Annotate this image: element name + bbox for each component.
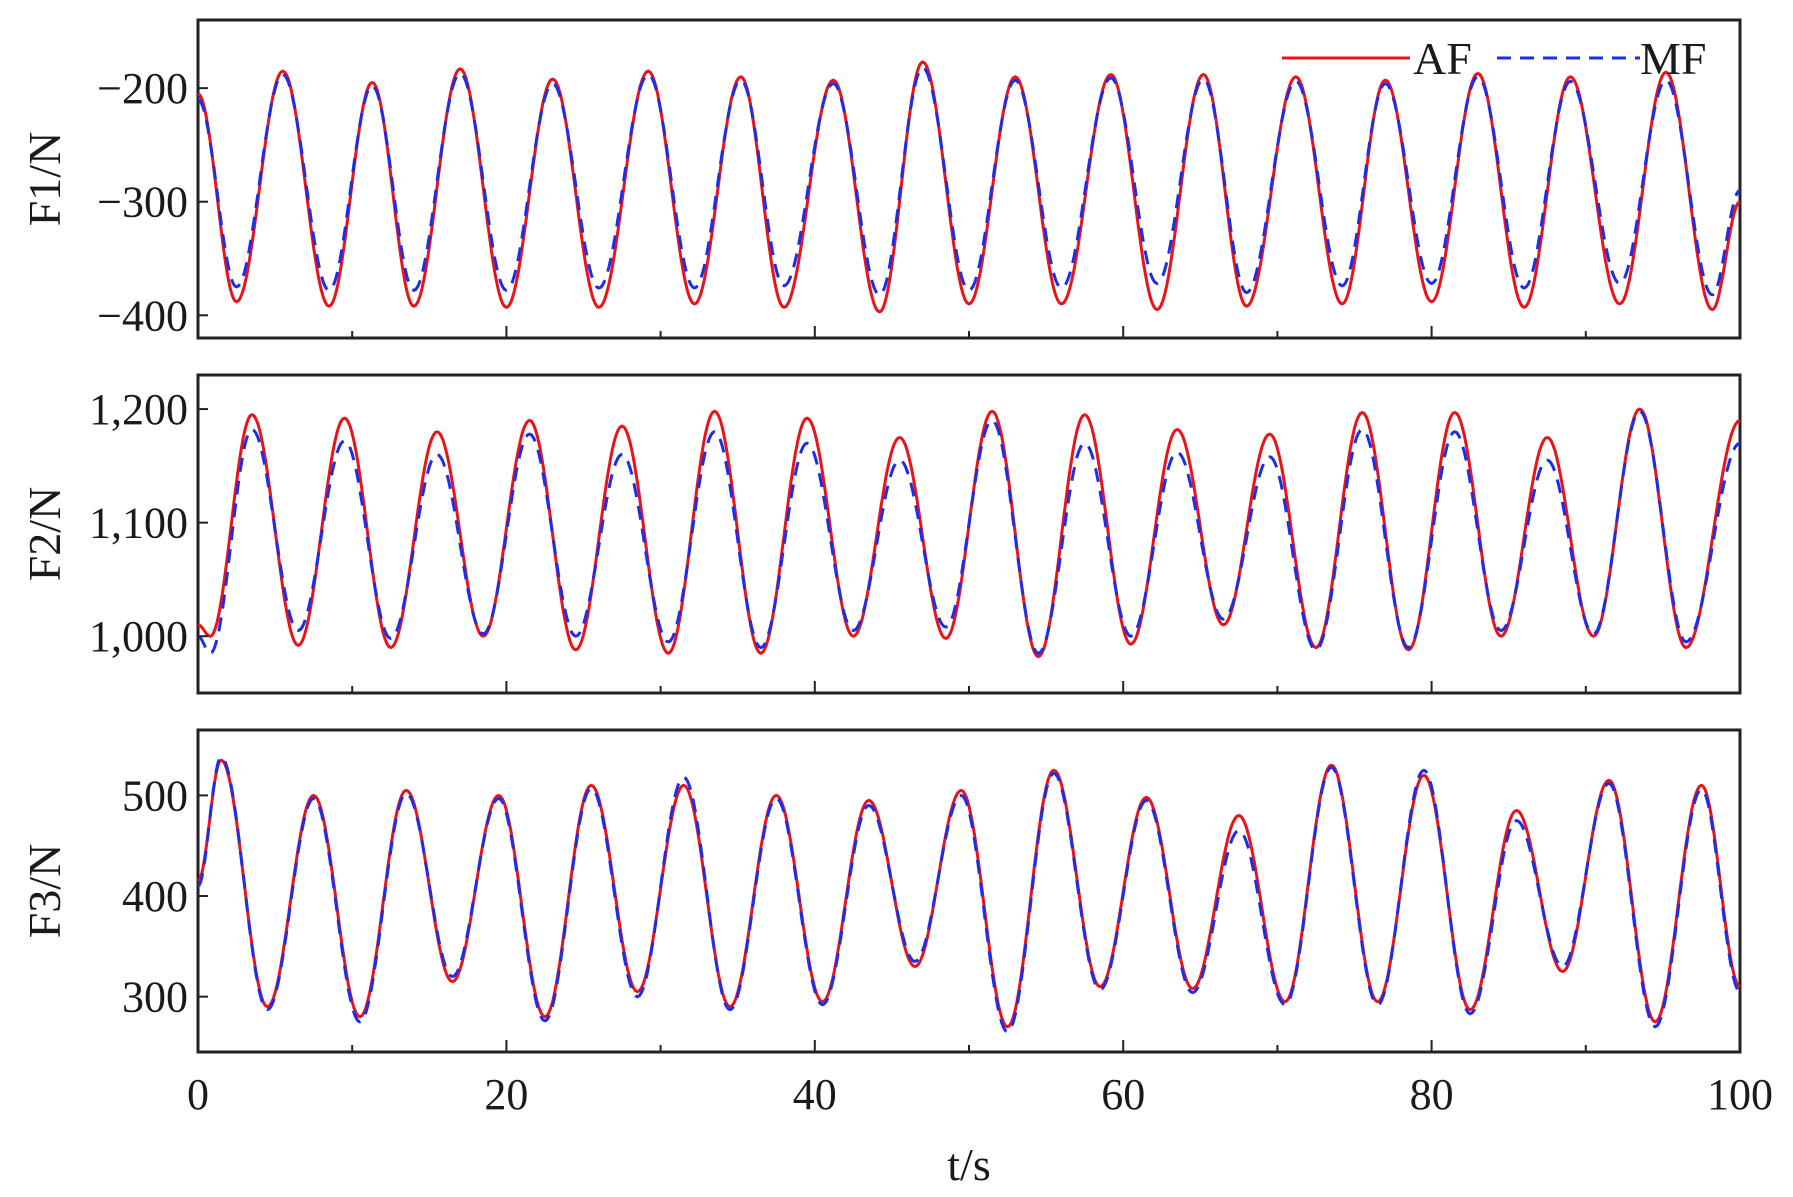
x-ticks-f3 [197,1040,1741,1052]
y-tick-label: 1,000 [89,612,188,661]
legend: AF MF [1282,33,1706,84]
x-tick-label: 0 [187,1070,209,1119]
x-tick-label: 60 [1101,1070,1145,1119]
x-axis-label: t/s [947,1139,990,1190]
panel-f3: 300 400 500 F3/N [19,728,1742,1054]
y-tick-label: 1,200 [89,385,188,434]
y-ticks-f2: 1,000 1,100 1,200 [89,385,208,661]
x-tick-labels: 0 20 40 60 80 100 [187,1070,1773,1119]
series-layer-f3 [197,755,1741,1034]
y-tick-label: −200 [97,64,188,113]
panel-f1: −200 −300 −400 F1/N [19,18,1742,340]
x-tick-label: 80 [1410,1070,1454,1119]
y-tick-label: 500 [122,771,188,820]
legend-label-mf: MF [1640,33,1706,84]
series-layer-f1 [197,60,1741,314]
series-line-af [197,60,1741,314]
y-ticks-f1: −200 −300 −400 [97,64,208,340]
x-tick-label: 100 [1707,1070,1773,1119]
series-line-mf [197,755,1741,1034]
y-axis-label-f1: F1/N [19,132,70,227]
y-tick-label: 300 [122,973,188,1022]
y-tick-label: 1,100 [89,499,188,548]
series-line-mf [197,66,1741,297]
y-tick-label: −400 [97,291,188,340]
y-axis-label-f2: F2/N [19,487,70,582]
series-line-af [197,407,1741,659]
series-layer-f2 [197,407,1741,659]
panel-f2: 1,000 1,100 1,200 F2/N [19,373,1742,695]
x-ticks-f1 [197,326,1741,338]
x-ticks-f2 [197,681,1741,693]
y-axis-label-f3: F3/N [19,844,70,939]
plot-frame-f1 [196,18,1742,340]
y-ticks-f3: 300 400 500 [122,771,208,1022]
x-tick-label: 40 [793,1070,837,1119]
legend-label-af: AF [1413,33,1472,84]
x-tick-label: 20 [484,1070,528,1119]
y-tick-label: 400 [122,872,188,921]
series-line-mf [197,409,1741,655]
y-tick-label: −300 [97,178,188,227]
